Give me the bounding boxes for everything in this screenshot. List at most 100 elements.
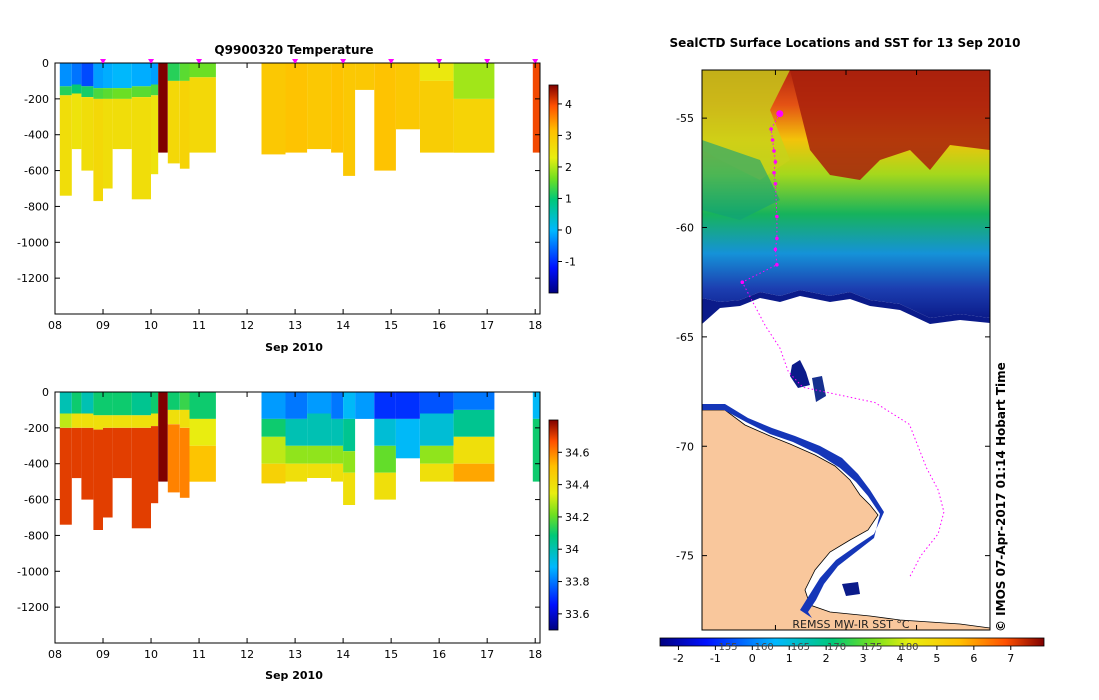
profile-cell <box>343 472 356 505</box>
colorbar-tick-label: 0 <box>565 224 572 237</box>
profile-cell <box>151 392 159 414</box>
profile-cell <box>285 418 308 446</box>
colorbar-tick-label: -1 <box>565 255 576 268</box>
profile-cell <box>453 463 495 482</box>
profile-cell <box>453 409 495 437</box>
temperature-colorbar-ramp <box>548 84 559 294</box>
x-tick-label: 14 <box>336 319 350 332</box>
profile-cell <box>261 63 286 155</box>
salinity-colorbar-ramp <box>548 419 559 631</box>
profile-cell <box>179 427 190 498</box>
sst-kelvin-tick-label: 155 <box>718 642 737 653</box>
copyright-timestamp: © IMOS 07-Apr-2017 01:14 Hobart Time <box>994 362 1008 632</box>
y-tick-label: -1200 <box>17 272 49 285</box>
salinity-section-panel: 08 09 10 11 12 13 14 15 16 17 18 0 -200 -400 -600 -800 -… <box>17 386 589 682</box>
colorbar-tick-label: 34.6 <box>565 446 590 459</box>
profile-cell <box>112 63 132 89</box>
profile-cell <box>179 80 190 169</box>
profile-cell <box>453 98 495 153</box>
profile-cell <box>189 445 216 482</box>
sst-colorbar-tick-label: -2 <box>673 652 684 665</box>
profile-cell <box>131 392 151 416</box>
profile-marker <box>148 59 155 64</box>
profile-cell <box>131 97 151 200</box>
y-tick-label: -600 <box>24 494 49 507</box>
track-line <box>741 113 945 578</box>
sst-colorbar-tick-label: 4 <box>897 652 904 665</box>
profile-cell <box>131 63 151 87</box>
profile-cell <box>285 63 308 153</box>
profile-cell <box>189 392 216 419</box>
y-tick-label: -400 <box>24 129 49 142</box>
colorbar-tick-label: 34.4 <box>565 479 590 492</box>
colorbar-tick-label: 34 <box>565 543 579 556</box>
temperature-section-panel: Q9900320 Temperature 08 09 10 11 12 13 14 15 16 1… <box>17 43 576 354</box>
colorbar-tick-label: 2 <box>565 161 572 174</box>
sst-colorbar-tick-label: -1 <box>710 652 721 665</box>
sst-map-panel: SealCTD Surface Locations and SST for 13… <box>659 36 1045 665</box>
temperature-plot-frame <box>54 62 541 315</box>
x-tick-label: 12 <box>240 648 254 661</box>
profile-cell <box>261 463 286 484</box>
x-tick-label: 15 <box>384 648 398 661</box>
temperature-title: Q9900320 Temperature <box>214 43 373 57</box>
profile-cell <box>131 427 151 529</box>
profile-cell <box>167 409 180 425</box>
profile-cell <box>93 98 103 202</box>
profile-cell <box>81 427 94 500</box>
profile-cell <box>158 63 168 153</box>
y-tick-label: -1200 <box>17 601 49 614</box>
profile-cell <box>59 392 72 414</box>
profile-cell <box>420 392 454 414</box>
profile-cell <box>343 63 356 176</box>
profile-cell <box>179 392 190 410</box>
profile-cell <box>151 413 159 426</box>
y-tick-label: 0 <box>42 57 49 70</box>
x-tick-label: 15 <box>384 319 398 332</box>
profile-cell <box>112 415 132 428</box>
latest-position-marker <box>776 110 784 118</box>
lat-tick-label: -70 <box>676 440 694 453</box>
profile-cell <box>167 392 180 410</box>
profile-cell <box>71 413 82 428</box>
profile-cell <box>395 418 420 459</box>
profile-cell <box>81 97 94 171</box>
track-point <box>775 236 779 241</box>
profile-cell <box>167 80 180 164</box>
profile-cell <box>59 427 72 525</box>
x-tick-label: 13 <box>288 319 302 332</box>
profile-cell <box>420 413 454 446</box>
x-tick-label: 11 <box>192 319 206 332</box>
profile-cell <box>112 392 132 416</box>
sst-colorbar-tick-label: 5 <box>933 652 940 665</box>
polynya-patch <box>812 376 826 402</box>
ice-edge-band <box>702 290 990 324</box>
profile-cell <box>71 93 82 150</box>
temperature-xlabel: Sep 2010 <box>265 341 323 354</box>
profile-cell <box>81 63 94 87</box>
profile-cell <box>374 472 396 500</box>
profile-marker <box>436 59 443 64</box>
profile-cell <box>189 77 216 153</box>
profile-cell <box>453 436 495 464</box>
profile-cell <box>355 63 375 90</box>
salinity-colorbar: 33.6 33.8 34 34.2 34.4 34.6 <box>548 419 590 631</box>
track-point <box>773 160 778 164</box>
x-tick-label: 18 <box>528 319 542 332</box>
profile-cell <box>81 392 94 414</box>
profile-cell <box>93 415 103 430</box>
map-content <box>702 70 990 630</box>
profile-marker <box>388 59 395 64</box>
profile-cell <box>112 98 132 150</box>
x-tick-label: 13 <box>288 648 302 661</box>
profile-cell <box>420 63 454 81</box>
profile-cell <box>103 392 113 416</box>
profile-cell <box>81 86 94 98</box>
sst-kelvin-tick-label: 175 <box>863 642 882 653</box>
seal-track <box>740 110 945 578</box>
profile-cell <box>93 63 103 89</box>
profile-cell <box>151 95 159 175</box>
profile-markers <box>100 59 539 64</box>
sst-colorbar-tick-label: 7 <box>1007 652 1014 665</box>
profile-cell <box>307 463 332 478</box>
